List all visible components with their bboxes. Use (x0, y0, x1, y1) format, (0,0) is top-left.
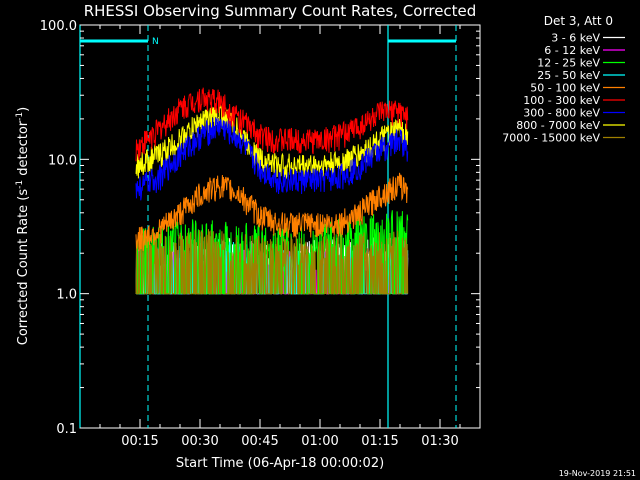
y-axis-label-exponent: -1 (15, 180, 25, 189)
legend-label: 12 - 25 keV (537, 57, 600, 70)
series-line-50-100kev (135, 172, 409, 252)
legend-label: 7000 - 15000 keV (502, 132, 600, 145)
x-tick-label: 01:15 (361, 434, 398, 449)
legend-label: 6 - 12 keV (544, 44, 600, 57)
series-line-7000-15000kev (135, 229, 409, 295)
y-axis-label-exponent: -1 (15, 112, 25, 121)
y-tick-label: 0.1 (56, 422, 77, 437)
series-layer (135, 87, 409, 295)
legend-label: 25 - 50 keV (537, 69, 600, 82)
x-tick-label: 01:00 (301, 434, 338, 449)
x-axis-label: Start Time (06-Apr-18 00:00:02) (176, 456, 384, 471)
y-axis-label-end: ) (16, 107, 31, 112)
y-axis-label-middle: detector (16, 120, 31, 180)
x-tick-label: 00:30 (181, 434, 218, 449)
chart-title: RHESSI Observing Summary Count Rates, Co… (84, 2, 477, 20)
night-flag-label: N (152, 37, 159, 47)
y-tick-label: 100.0 (40, 19, 77, 34)
legend-label: 100 - 300 keV (523, 94, 600, 107)
x-axis: 00:15 00:30 00:45 01:00 01:15 01:30 (99, 25, 461, 449)
plot-frame (79, 24, 481, 429)
legend-label: 50 - 100 keV (530, 82, 600, 95)
time-markers: N (79, 25, 457, 428)
legend-label: 300 - 800 keV (523, 107, 600, 120)
legend-label: 800 - 7000 keV (516, 119, 600, 132)
y-tick-label: 10.0 (48, 153, 77, 168)
y-axis: 100.0 10.0 1.0 0.1 (40, 19, 480, 437)
y-axis-label: Corrected Count Rate (s-1 detector-1) (15, 107, 31, 345)
x-tick-label: 01:30 (421, 434, 458, 449)
legend-header: Det 3, Att 0 (544, 14, 613, 28)
x-tick-label: 00:15 (121, 434, 158, 449)
x-tick-label: 00:45 (241, 434, 278, 449)
y-tick-label: 1.0 (56, 288, 77, 303)
footer-timestamp: 19-Nov-2019 21:51 (559, 469, 636, 478)
series-line-300-800kev (135, 117, 409, 201)
series-line-100-300kev (135, 87, 409, 162)
legend-label: 3 - 6 keV (551, 32, 600, 45)
y-axis-label-main: Corrected Count Rate (s (16, 189, 31, 346)
